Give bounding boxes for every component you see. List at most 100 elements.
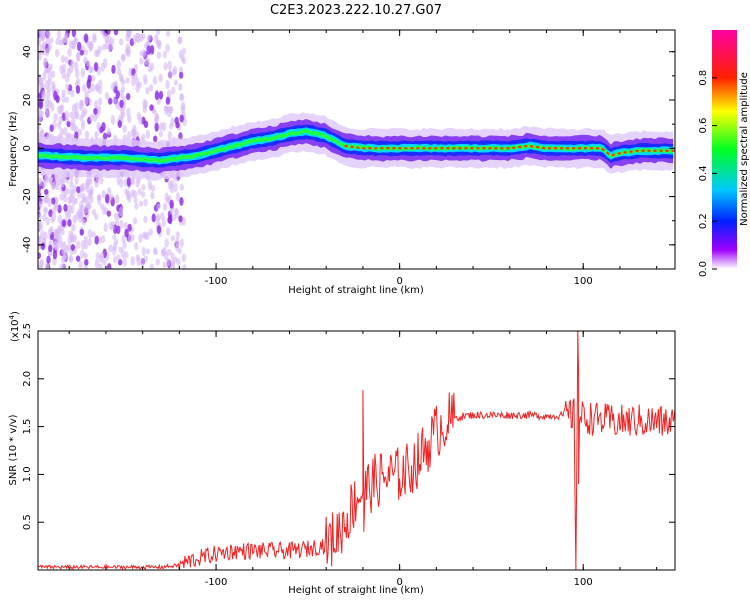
heatmap-cell <box>97 194 102 201</box>
heatmap-cell <box>127 233 133 244</box>
heatmap-layer <box>38 30 675 269</box>
heatmap-cell <box>179 197 184 206</box>
heatmap-cell <box>60 37 65 45</box>
heatmap-cell <box>180 54 185 62</box>
spectrogram-ytick-label: -40 <box>22 237 33 253</box>
heatmap-cell <box>120 85 126 93</box>
heatmap-cell <box>175 231 180 240</box>
heatmap-cell <box>46 255 51 264</box>
heatmap-ridge <box>38 112 675 181</box>
snr-xtick-label: 0 <box>396 577 402 588</box>
heatmap-cell <box>125 77 130 84</box>
heatmap-cell <box>51 197 56 205</box>
heatmap-cell <box>102 132 108 141</box>
spectrogram-xlabel: Height of straight line (km) <box>288 285 424 296</box>
heatmap-cell <box>144 56 149 66</box>
heatmap-cell <box>165 30 171 37</box>
heatmap-cell <box>94 49 99 58</box>
heatmap-cell <box>150 191 155 200</box>
heatmap-cell <box>51 182 56 191</box>
heatmap-cell <box>140 191 146 198</box>
heatmap-ridge-band <box>38 129 674 163</box>
heatmap-cell <box>63 252 68 260</box>
heatmap-cell <box>79 205 84 212</box>
heatmap-cell <box>116 68 122 76</box>
heatmap-cell <box>42 181 47 188</box>
heatmap-cell <box>72 184 77 193</box>
heatmap-cell <box>38 36 42 44</box>
heatmap-cell <box>97 97 103 106</box>
heatmap-cell <box>77 128 83 136</box>
heatmap-cell <box>38 73 41 82</box>
heatmap-cell <box>38 191 42 200</box>
heatmap-cell <box>182 263 187 269</box>
heatmap-cell <box>151 213 156 223</box>
heatmap-cell <box>92 112 98 122</box>
heatmap-cell <box>54 228 59 239</box>
heatmap-cell <box>38 252 42 259</box>
heatmap-cell <box>56 30 62 40</box>
heatmap-cell <box>84 95 89 106</box>
heatmap-cell <box>82 107 88 117</box>
heatmap-cell <box>62 194 68 203</box>
heatmap-cell <box>99 203 105 210</box>
heatmap-cell <box>38 264 43 269</box>
heatmap-cell <box>38 200 44 208</box>
heatmap-cell <box>166 257 171 267</box>
heatmap-cell <box>178 66 184 74</box>
colorbar-gradient <box>712 30 737 269</box>
heatmap-cell <box>113 238 119 246</box>
snr-ytick-label: 1.5 <box>22 419 33 435</box>
heatmap-cell <box>38 221 43 232</box>
heatmap-cell <box>147 180 153 191</box>
heatmap-cell <box>57 178 63 186</box>
heatmap-cell <box>162 50 168 59</box>
heatmap-cell <box>107 263 112 269</box>
heatmap-cell <box>161 121 167 132</box>
heatmap-cell <box>117 120 123 128</box>
heatmap-cell <box>71 103 77 114</box>
heatmap-cell <box>44 188 49 195</box>
heatmap-cell <box>124 251 129 259</box>
heatmap-cell <box>75 84 81 94</box>
heatmap-cell <box>179 114 184 123</box>
heatmap-cell <box>99 251 105 261</box>
heatmap-cell <box>111 246 117 256</box>
heatmap-cell <box>42 213 47 222</box>
heatmap-cell <box>108 244 113 253</box>
heatmap-cell <box>90 83 96 93</box>
heatmap-cell <box>73 197 79 205</box>
heatmap-cell <box>66 211 72 220</box>
heatmap-cell <box>125 30 131 37</box>
heatmap-cell <box>125 92 131 101</box>
heatmap-cell <box>163 202 168 211</box>
heatmap-cell <box>127 223 132 232</box>
heatmap-cell <box>73 111 78 120</box>
heatmap-cell <box>111 64 116 75</box>
heatmap-cell <box>96 105 102 115</box>
heatmap-cell <box>115 194 120 204</box>
heatmap-cell <box>97 45 102 54</box>
heatmap-cell <box>167 248 172 256</box>
heatmap-cell <box>76 41 82 52</box>
heatmap-cell <box>93 100 99 108</box>
heatmap-cell <box>170 86 176 95</box>
heatmap-cell <box>80 120 86 130</box>
heatmap-cell <box>170 235 176 242</box>
heatmap-cell <box>165 96 171 105</box>
heatmap-cell <box>83 206 89 215</box>
heatmap-cell <box>177 36 182 45</box>
heatmap-cell <box>66 121 71 128</box>
heatmap-cell <box>117 259 123 266</box>
heatmap-cell <box>95 83 100 91</box>
heatmap-cell <box>113 80 118 87</box>
heatmap-cell <box>38 235 42 243</box>
colorbar-tick-label: 0.8 <box>698 70 709 86</box>
heatmap-cell <box>116 254 121 261</box>
heatmap-cell <box>130 177 135 185</box>
heatmap-cell <box>86 60 91 67</box>
heatmap-cell <box>61 264 66 269</box>
heatmap-cell <box>148 84 154 92</box>
heatmap-cell <box>81 84 87 93</box>
